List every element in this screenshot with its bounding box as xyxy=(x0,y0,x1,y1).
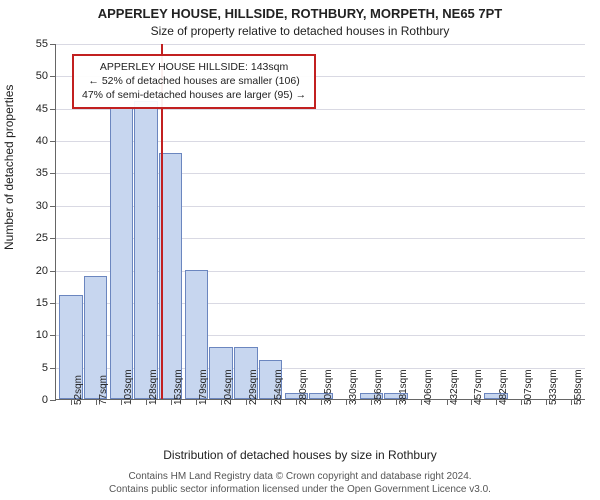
x-tick-label: 77sqm xyxy=(98,375,109,405)
chart-title-line2: Size of property relative to detached ho… xyxy=(0,24,600,38)
credits-line2: Contains public sector information licen… xyxy=(0,484,600,497)
y-tick xyxy=(50,76,56,77)
x-tick xyxy=(396,399,397,405)
x-tick-label: 381sqm xyxy=(398,369,409,405)
x-tick-label: 52sqm xyxy=(73,375,84,405)
y-tick xyxy=(50,44,56,45)
credits-line1: Contains HM Land Registry data © Crown c… xyxy=(0,471,600,484)
credits-text: Contains HM Land Registry data © Crown c… xyxy=(0,471,600,496)
x-tick xyxy=(96,399,97,405)
x-tick-label: 558sqm xyxy=(573,369,584,405)
y-tick xyxy=(50,335,56,336)
y-tick-label: 20 xyxy=(36,265,48,277)
histogram-bar xyxy=(110,108,133,399)
y-tick xyxy=(50,303,56,304)
x-tick xyxy=(171,399,172,405)
x-tick-label: 254sqm xyxy=(273,369,284,405)
y-tick-label: 30 xyxy=(36,200,48,212)
x-tick xyxy=(496,399,497,405)
y-tick xyxy=(50,206,56,207)
y-tick-label: 45 xyxy=(36,103,48,115)
y-tick xyxy=(50,368,56,369)
x-tick-label: 204sqm xyxy=(223,369,234,405)
chart-title-line1: APPERLEY HOUSE, HILLSIDE, ROTHBURY, MORP… xyxy=(0,6,600,21)
y-tick-label: 5 xyxy=(42,362,48,374)
legend-line: 47% of semi-detached houses are larger (… xyxy=(82,88,306,102)
y-tick-label: 50 xyxy=(36,70,48,82)
y-tick xyxy=(50,109,56,110)
y-tick-label: 15 xyxy=(36,297,48,309)
x-tick-label: 229sqm xyxy=(248,369,259,405)
y-tick xyxy=(50,271,56,272)
legend-line: APPERLEY HOUSE HILLSIDE: 143sqm xyxy=(82,60,306,74)
histogram-bar xyxy=(134,101,157,399)
plot-area: 051015202530354045505552sqm77sqm103sqm12… xyxy=(55,44,585,400)
y-tick xyxy=(50,173,56,174)
x-tick xyxy=(246,399,247,405)
x-tick-label: 179sqm xyxy=(198,369,209,405)
x-tick-label: 482sqm xyxy=(498,369,509,405)
chart-container: APPERLEY HOUSE, HILLSIDE, ROTHBURY, MORP… xyxy=(0,0,600,500)
y-tick-label: 25 xyxy=(36,232,48,244)
x-tick-label: 356sqm xyxy=(373,369,384,405)
x-tick-label: 457sqm xyxy=(473,369,484,405)
legend-box: APPERLEY HOUSE HILLSIDE: 143sqm← 52% of … xyxy=(72,54,316,109)
legend-line: ← 52% of detached houses are smaller (10… xyxy=(82,74,306,88)
x-tick xyxy=(447,399,448,405)
x-tick xyxy=(571,399,572,405)
x-tick xyxy=(221,399,222,405)
x-tick-label: 406sqm xyxy=(423,369,434,405)
y-tick-label: 0 xyxy=(42,394,48,406)
x-tick xyxy=(346,399,347,405)
x-tick-label: 507sqm xyxy=(523,369,534,405)
y-tick xyxy=(50,238,56,239)
x-tick xyxy=(521,399,522,405)
y-tick-label: 55 xyxy=(36,38,48,50)
x-tick xyxy=(421,399,422,405)
x-tick-label: 103sqm xyxy=(123,369,134,405)
y-tick xyxy=(50,400,56,401)
x-tick xyxy=(271,399,272,405)
x-tick-label: 432sqm xyxy=(449,369,460,405)
x-tick-label: 280sqm xyxy=(298,369,309,405)
x-tick-label: 533sqm xyxy=(548,369,559,405)
x-tick-label: 153sqm xyxy=(173,369,184,405)
x-tick xyxy=(146,399,147,405)
y-tick-label: 40 xyxy=(36,135,48,147)
y-tick-label: 10 xyxy=(36,329,48,341)
x-tick xyxy=(321,399,322,405)
x-tick-label: 128sqm xyxy=(148,369,159,405)
x-tick xyxy=(71,399,72,405)
gridline xyxy=(56,44,585,45)
x-tick-label: 305sqm xyxy=(323,369,334,405)
y-axis-label: Number of detached properties xyxy=(2,85,16,250)
y-tick-label: 35 xyxy=(36,167,48,179)
x-axis-label: Distribution of detached houses by size … xyxy=(0,448,600,462)
x-tick-label: 330sqm xyxy=(348,369,359,405)
y-tick xyxy=(50,141,56,142)
